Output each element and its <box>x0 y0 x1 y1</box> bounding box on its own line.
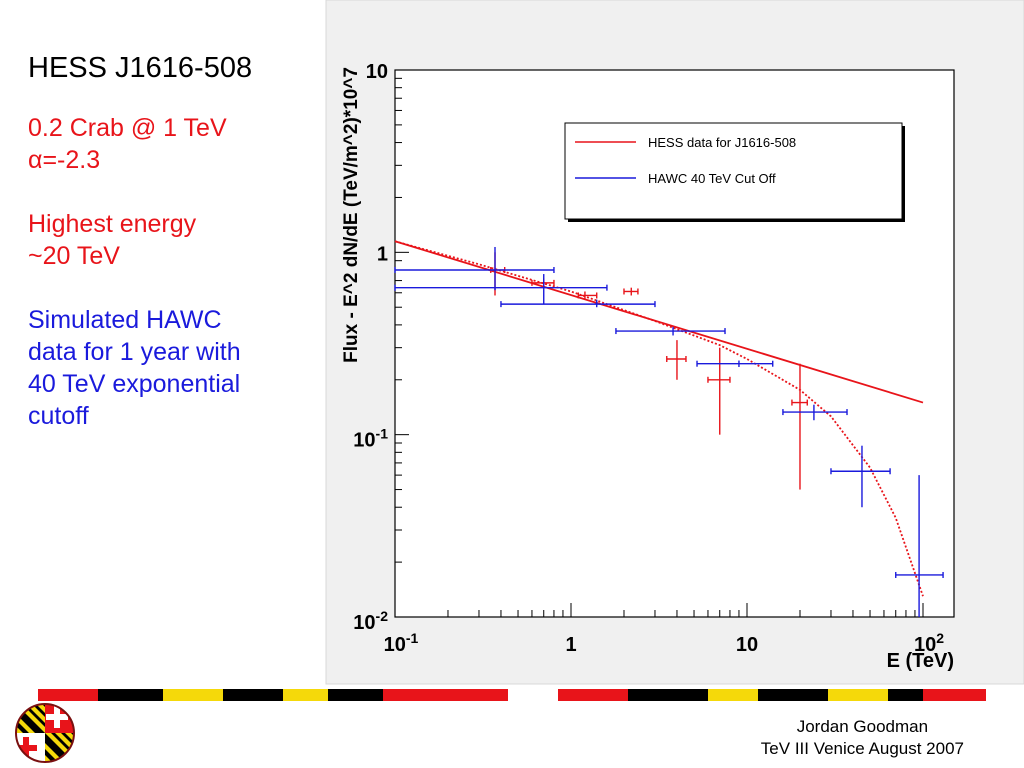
hawc-data-point <box>394 274 608 305</box>
axis-ticks <box>394 69 924 618</box>
hess-data-point <box>707 347 731 435</box>
x-tick-label: 1 <box>565 634 576 656</box>
hawc-data-point <box>696 360 774 368</box>
sim-line: Simulated HAWC <box>28 306 222 334</box>
maryland-flag-stripe <box>38 689 986 701</box>
sim-line: cutoff <box>28 402 89 430</box>
x-tick-label: 10 <box>736 634 758 656</box>
legend-label-hawc: HAWC 40 TeV Cut Off <box>648 171 776 186</box>
y-tick-label: 10-2 <box>353 608 388 634</box>
hawc-data-point <box>895 475 944 617</box>
hawc-data-point <box>500 299 656 308</box>
hawc-data-point <box>830 445 891 508</box>
hawc-cutoff-curve <box>394 240 924 597</box>
highest-energy-label: Highest energy <box>28 210 197 238</box>
highest-energy-value: ~20 TeV <box>28 242 120 270</box>
crab-note: 0.2 Crab @ 1 TeV <box>28 114 227 142</box>
sim-line: data for 1 year with <box>28 338 241 366</box>
y-axis-label: Flux - E^2 dN/dE (TeV/m^2)*10^7 <box>341 67 362 363</box>
footer-event: TeV III Venice August 2007 <box>760 739 964 758</box>
hawc-data-point <box>615 326 726 336</box>
legend-label-hess: HESS data for J1616-508 <box>648 135 796 150</box>
hess-data-point <box>791 363 808 490</box>
chart-marks <box>394 240 944 617</box>
hess-data-point <box>666 340 687 380</box>
hess-data-point <box>577 291 598 300</box>
legend: HESS data for J1616-508 HAWC 40 TeV Cut … <box>564 122 905 222</box>
legend-box <box>564 122 903 220</box>
footer-author: Jordan Goodman <box>796 717 929 736</box>
sim-line: 40 TeV exponential <box>28 370 241 398</box>
hess-data-point <box>623 287 639 296</box>
slide-notes: 0.2 Crab @ 1 TeV α=-2.3 Highest energy ~… <box>28 112 318 432</box>
y-tick-label: 1 <box>377 243 388 265</box>
y-tick-label: 10 <box>366 61 388 83</box>
slide-footer: Jordan Goodman TeV III Venice August 200… <box>761 716 964 760</box>
alpha-note: α=-2.3 <box>28 146 101 174</box>
x-axis-label: E (TeV) <box>887 650 954 672</box>
hawc-data-point <box>394 246 555 291</box>
hawc-data-point <box>782 404 848 421</box>
slide-title: HESS J1616-508 <box>28 52 253 84</box>
maryland-flag-logo <box>15 703 75 763</box>
